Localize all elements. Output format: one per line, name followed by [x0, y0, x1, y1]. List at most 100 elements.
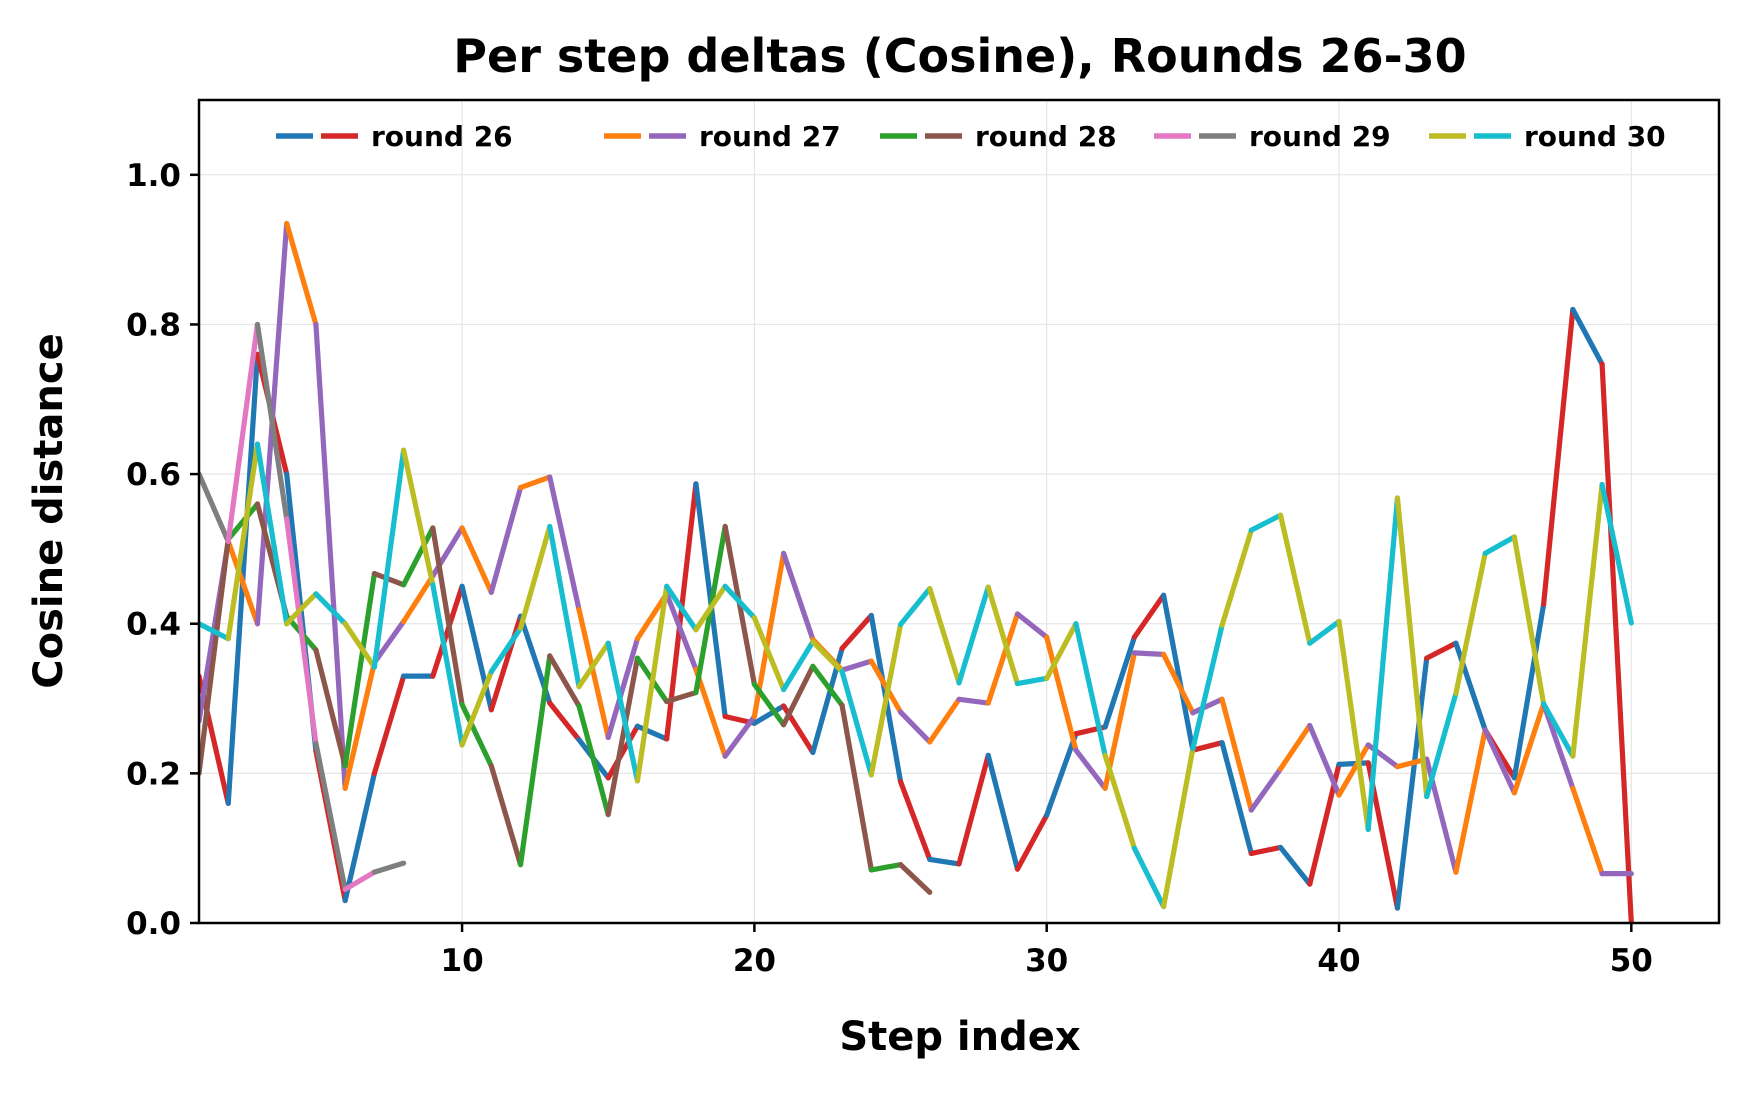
line-segment — [956, 752, 991, 867]
line-segment — [1541, 701, 1576, 791]
line-segment — [1161, 746, 1196, 910]
line-segment — [199, 536, 231, 776]
line-segment — [839, 658, 874, 673]
line-segment — [1102, 752, 1137, 851]
line-segment — [225, 538, 261, 627]
y-axis-label: Cosine distance — [26, 333, 72, 688]
line-segment — [634, 583, 670, 784]
line-segment — [1541, 701, 1576, 759]
legend-label: round 26 — [371, 120, 513, 153]
line-segment — [664, 689, 699, 705]
legend-item: round 30 — [1429, 120, 1666, 153]
line-segment — [401, 525, 436, 588]
line-segment — [1307, 618, 1342, 646]
line-segment — [1190, 740, 1225, 753]
line-segment — [342, 621, 377, 670]
line-segment — [927, 696, 962, 745]
line-segment — [517, 474, 553, 491]
line-segment — [488, 484, 524, 595]
line-segment — [1044, 634, 1079, 753]
line-segment — [342, 660, 377, 791]
line-segment — [1219, 527, 1254, 628]
line-segment — [664, 583, 699, 633]
line-segment — [605, 636, 641, 741]
line-segment — [897, 778, 933, 863]
line-segment — [1248, 512, 1284, 533]
line-segment — [547, 700, 582, 743]
x-axis: 10 20 30 40 50 — [441, 923, 1653, 979]
line-segment — [459, 669, 494, 748]
line-segment — [927, 585, 962, 686]
legend-label: round 27 — [699, 120, 841, 153]
line-segment — [1102, 634, 1137, 730]
grid — [199, 100, 1719, 924]
line-segment — [1453, 640, 1488, 733]
line-segment — [751, 703, 787, 726]
line-segment — [605, 640, 641, 784]
line-segment — [1424, 640, 1459, 661]
line-segment — [985, 584, 1021, 687]
line-segment — [371, 860, 407, 875]
line-segment — [1131, 592, 1167, 640]
line-segment — [284, 516, 319, 747]
line-segment — [1044, 731, 1079, 818]
line-segment — [956, 696, 991, 706]
plot-frame — [197, 98, 1721, 925]
line-segment — [722, 583, 757, 621]
line-segment — [1277, 844, 1313, 887]
line-segment — [868, 621, 904, 778]
line-segment — [1248, 766, 1284, 813]
x-tick-label: 20 — [733, 943, 776, 979]
line-segment — [1131, 845, 1167, 910]
legend-label: round 30 — [1524, 120, 1666, 153]
line-segment — [254, 321, 290, 522]
y-axis: 0.0 0.2 0.4 0.6 0.8 1.0 — [126, 158, 199, 942]
plot-lines — [199, 220, 1634, 923]
line-segment — [985, 611, 1021, 706]
line-segment — [810, 639, 845, 675]
line-segment — [634, 723, 670, 742]
line-segment — [313, 591, 348, 627]
y-tick-label: 0.6 — [126, 457, 181, 493]
x-tick-label: 40 — [1317, 943, 1360, 979]
line-segment — [547, 474, 582, 613]
y-tick-label: 0.0 — [126, 906, 181, 942]
y-tick-label: 0.2 — [126, 756, 181, 792]
line-segment — [1014, 675, 1050, 687]
line-segment — [225, 321, 261, 545]
line-segment — [868, 862, 904, 873]
line-segment — [722, 713, 757, 759]
line-segment — [517, 523, 553, 631]
line-segment — [1541, 306, 1576, 607]
line-segment — [517, 653, 553, 868]
line-segment — [897, 709, 933, 745]
line-segment — [781, 639, 816, 693]
line-segment — [1014, 611, 1050, 640]
line-segment — [225, 501, 261, 542]
line-segment — [956, 584, 991, 686]
line-segment — [576, 703, 611, 818]
series-round-26 — [199, 306, 1634, 923]
line-segment — [693, 666, 728, 759]
legend-item: round 27 — [604, 120, 841, 153]
line-segment — [1482, 534, 1517, 556]
line-segment — [1190, 696, 1225, 716]
line-segment — [371, 673, 407, 776]
line-segment — [1599, 361, 1634, 923]
line-segment — [576, 606, 611, 741]
line-segment — [1044, 621, 1079, 681]
line-segment — [1482, 727, 1517, 796]
line-segment — [897, 862, 933, 895]
legend: round 26 round 27 round 28 round 29 round 30 — [276, 120, 1666, 153]
line-segment — [459, 525, 494, 595]
x-tick-label: 50 — [1610, 943, 1653, 979]
line-segment — [693, 583, 728, 633]
line-segment — [1161, 651, 1196, 716]
line-segment — [430, 582, 465, 748]
line-segment — [1453, 727, 1488, 875]
line-segment — [927, 856, 962, 867]
series-round-30 — [199, 441, 1634, 910]
line-segment — [1336, 618, 1371, 833]
line-segment — [313, 740, 348, 892]
line-segment — [1073, 621, 1108, 759]
